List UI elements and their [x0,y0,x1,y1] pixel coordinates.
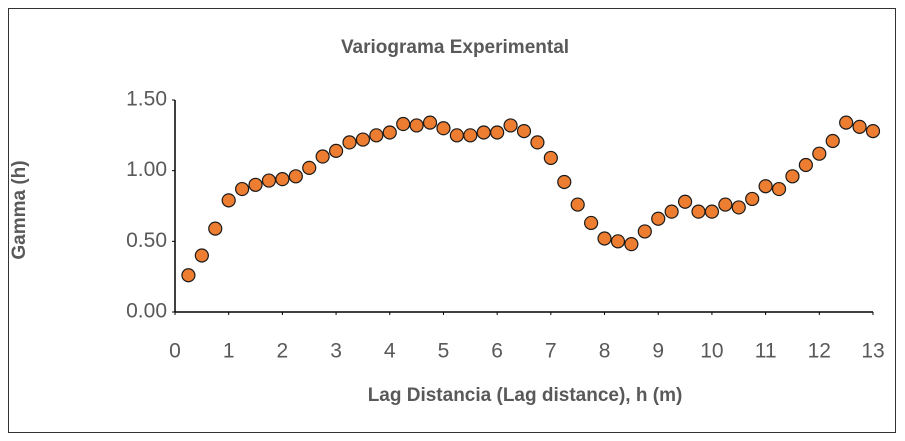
point [704,204,720,219]
point [785,169,800,184]
point [261,173,277,188]
x-tick-label: 11 [755,340,777,363]
point [275,172,290,187]
chart-border [8,8,896,433]
point [194,248,209,263]
x-axis-label: Lag Distancia (Lag distance), h (m) [368,385,683,406]
point [557,174,572,190]
point [288,169,303,184]
point [302,160,317,175]
point [597,231,612,246]
point [677,194,693,209]
point [396,116,411,132]
point [181,268,196,283]
point [221,193,236,208]
x-tick-label: 2 [277,340,289,363]
point [664,204,679,219]
point [865,123,881,139]
chart-title: Variograma Experimental [341,37,569,58]
point [342,135,357,150]
point [503,118,518,133]
point [490,125,505,140]
y-tick-label: 0.50 [126,229,167,252]
point [463,128,478,143]
point [584,215,599,231]
x-tick-label: 10 [700,340,723,363]
point [798,157,813,173]
point [637,224,652,239]
point [771,181,787,197]
x-tick-label: 0 [169,340,181,363]
point [355,132,371,147]
y-tick-label: 0.00 [126,300,167,323]
point [208,221,223,236]
point [530,135,545,150]
point [758,179,773,194]
point [543,150,558,166]
point [235,181,250,197]
x-tick-label: 12 [808,340,831,363]
x-tick-label: 1 [223,340,235,363]
x-tick-label: 6 [491,340,503,363]
point [839,115,854,130]
x-tick-label: 13 [861,340,884,363]
point [382,125,397,140]
point [610,234,626,249]
point [651,211,666,226]
x-tick-label: 9 [652,340,664,363]
y-axis-label: Gamma (h) [9,160,30,259]
point [422,115,438,130]
point [315,149,330,164]
point [436,121,451,136]
point [624,237,639,252]
point [328,143,344,158]
point [449,128,464,143]
x-tick-label: 3 [330,340,342,363]
point [248,177,263,192]
point [409,118,424,133]
point [812,146,827,161]
point [369,128,384,143]
point [745,191,760,207]
point [825,133,840,149]
point [718,197,733,212]
y-tick-label: 1.00 [126,158,167,181]
point [570,197,585,212]
point [731,200,746,215]
x-tick-label: 5 [438,340,450,363]
point [476,125,491,140]
point [516,123,532,139]
x-tick-label: 7 [545,340,557,363]
x-tick-label: 4 [384,340,396,363]
point [852,119,867,134]
y-tick-label: 1.50 [126,88,167,111]
x-tick-label: 8 [599,340,611,363]
point [691,204,706,219]
